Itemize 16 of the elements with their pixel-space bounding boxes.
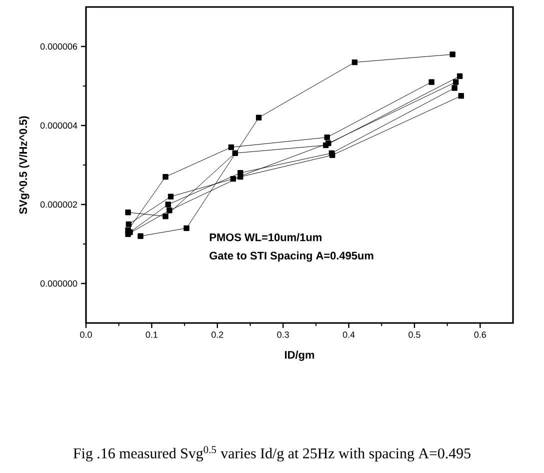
y-tick-label: 0.000006: [40, 43, 78, 50]
x-tick-label: 0.3: [277, 331, 289, 338]
x-tick-label: 0.5: [408, 331, 420, 338]
x-tick-label: 0.0: [80, 331, 92, 338]
text: Fig .16 measured Svg$^{0.5}$ varies Id/g at 25Hz with spacing A=0.495: [73, 446, 470, 462]
y-tick-label: 0.000002: [40, 201, 78, 208]
annotation: PMOS WL=10um/1um: [210, 233, 322, 242]
x-tick-label: 0.2: [211, 331, 224, 338]
x-axis-title: ID/gm: [285, 350, 314, 361]
y-tick-label: 0.000004: [40, 122, 78, 129]
y-axis-title: SVg^0.5 (V/Hz^0.5): [19, 116, 30, 214]
annotation: Gate to STI Spacing A=0.495um: [210, 251, 374, 262]
x-tick-label: 0.6: [474, 331, 486, 338]
x-tick-label: 0.4: [342, 331, 355, 338]
y-tick-label: 0.000000: [40, 280, 78, 287]
x-tick-label: 0.1: [146, 331, 158, 338]
